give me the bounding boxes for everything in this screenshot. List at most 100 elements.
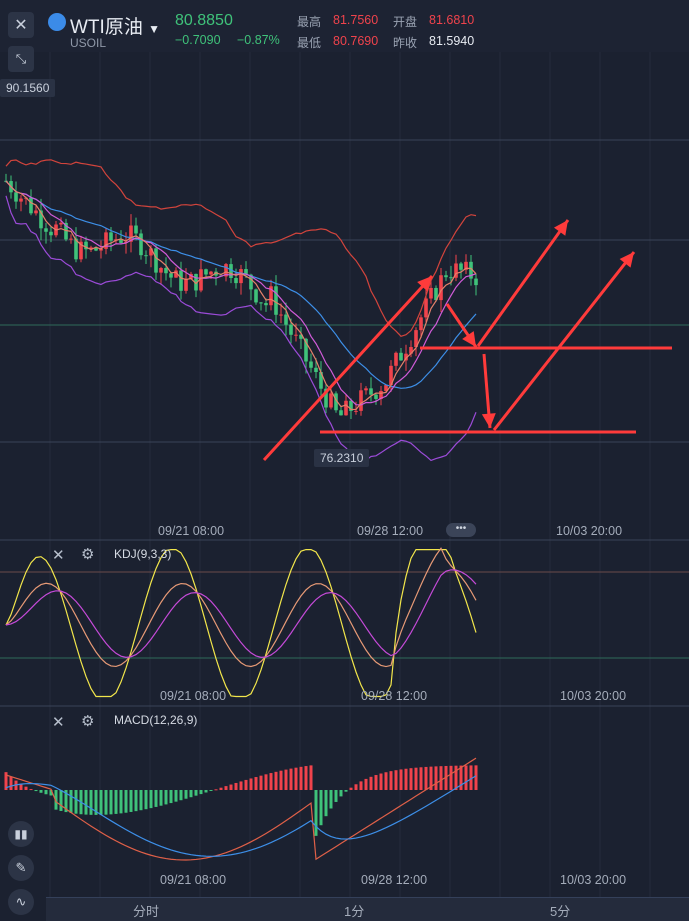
candle-body	[324, 388, 328, 408]
candle-body	[39, 210, 43, 229]
candle-body	[299, 334, 303, 339]
candle-body	[344, 400, 348, 416]
candle-body	[379, 390, 383, 399]
macd-histogram-bar	[229, 784, 233, 790]
macd-histogram-bar	[419, 767, 423, 790]
kdj-x-tick-3: 10/03 20:00	[560, 689, 627, 703]
collapse-icon: ⤡	[15, 51, 27, 66]
arrowhead	[553, 220, 568, 236]
candle-body	[89, 247, 93, 250]
candle-body	[469, 261, 473, 279]
macd-histogram-bar	[239, 781, 243, 790]
tab-1min[interactable]: 1分	[344, 904, 365, 919]
macd-histogram-bar	[344, 790, 348, 792]
candle-body	[244, 269, 248, 275]
indicator-tool-button[interactable]: ∿	[8, 889, 34, 915]
symbol-title[interactable]: WTI原油 ▼	[70, 17, 160, 38]
tab-time-share[interactable]: 分时	[133, 904, 160, 919]
header-bar	[0, 0, 689, 52]
macd-histogram-bar	[179, 790, 183, 801]
draw-tool-button[interactable]: ✎	[8, 855, 34, 881]
candle-body	[194, 273, 198, 291]
macd-histogram-bar	[34, 790, 38, 792]
macd-histogram-bar	[254, 777, 258, 790]
macd-histogram-bar	[24, 786, 28, 790]
macd-histogram-bar	[409, 768, 413, 790]
macd-x-tick-2: 09/28 12:00	[361, 873, 428, 887]
candle-body	[304, 338, 308, 362]
candle-body	[259, 302, 263, 304]
x-tick-3: 10/03 20:00	[556, 524, 623, 538]
candle-body	[239, 269, 243, 284]
candle-body	[199, 269, 203, 291]
candle-body	[204, 269, 208, 275]
chart-canvas[interactable]	[0, 52, 689, 920]
kdj-k-line	[5, 547, 477, 668]
candle-body	[319, 372, 323, 389]
candle-body	[99, 248, 103, 251]
x-tick-1: 09/21 08:00	[158, 524, 225, 538]
dropdown-icon[interactable]: ▼	[148, 22, 160, 36]
low-value: 80.7690	[333, 34, 379, 48]
candle-body	[454, 263, 458, 278]
candle-body	[399, 352, 403, 361]
macd-histogram-bar	[294, 767, 298, 790]
candle-body	[414, 330, 418, 348]
grid	[0, 52, 689, 920]
macd-histogram-bar	[134, 790, 138, 812]
close-icon: ✕	[14, 17, 28, 34]
kdj-plot	[5, 547, 477, 698]
candle-body	[134, 225, 138, 234]
macd-histogram-bar	[249, 778, 253, 790]
kdj-close-icon[interactable]: ✕	[52, 547, 65, 564]
macd-histogram-bar	[259, 775, 263, 790]
macd-histogram-bar	[334, 790, 338, 802]
price-change: −0.7090	[175, 33, 221, 47]
macd-histogram-bar	[474, 765, 478, 790]
candle-body	[394, 352, 398, 366]
more-icon[interactable]: •••	[446, 523, 476, 537]
macd-histogram-bar	[439, 766, 443, 790]
symbol-logo-icon	[48, 13, 66, 31]
macd-settings-icon[interactable]: ⚙	[81, 713, 95, 730]
candle-body	[264, 303, 268, 306]
candle-body	[109, 232, 113, 241]
symbol-code: USOIL	[70, 36, 107, 50]
arrowhead	[462, 331, 476, 347]
macd-histogram-bar	[189, 790, 193, 798]
macd-plot	[4, 757, 478, 861]
candle-body	[274, 286, 278, 315]
macd-histogram-bar	[454, 765, 458, 790]
close-button[interactable]: ✕	[8, 12, 34, 38]
fullscreen-button[interactable]: ⤡	[8, 46, 34, 72]
macd-histogram-bar	[174, 790, 178, 802]
macd-histogram-bar	[424, 766, 428, 790]
macd-histogram-bar	[94, 790, 98, 815]
candle-body	[449, 277, 453, 279]
kdj-settings-icon[interactable]: ⚙	[81, 546, 95, 563]
x-tick-2: 09/28 12:00	[357, 524, 424, 538]
candle-body	[64, 222, 68, 240]
macd-histogram-bar	[74, 790, 78, 814]
candle-body	[364, 388, 368, 391]
candle-body	[424, 298, 428, 318]
candle-body	[464, 261, 468, 270]
macd-histogram-bar	[224, 786, 228, 790]
candle-body	[139, 233, 143, 256]
tab-5min[interactable]: 5分	[550, 904, 571, 919]
macd-histogram-bar	[104, 790, 108, 815]
macd-histogram-bar	[429, 766, 433, 790]
macd-histogram-bar	[54, 790, 58, 810]
arrow-line	[492, 251, 636, 431]
candle-body	[209, 271, 213, 275]
volume-tool-button[interactable]: ▮▮	[8, 821, 34, 847]
macd-histogram-bar	[169, 790, 173, 804]
candle-body	[154, 248, 158, 273]
macd-histogram-bar	[219, 787, 223, 790]
macd-histogram-bar	[89, 790, 93, 815]
candle-body	[389, 365, 393, 386]
macd-close-icon[interactable]: ✕	[52, 714, 65, 731]
macd-histogram-bar	[214, 789, 218, 791]
candle-body	[249, 274, 253, 290]
candle-body	[129, 225, 133, 242]
